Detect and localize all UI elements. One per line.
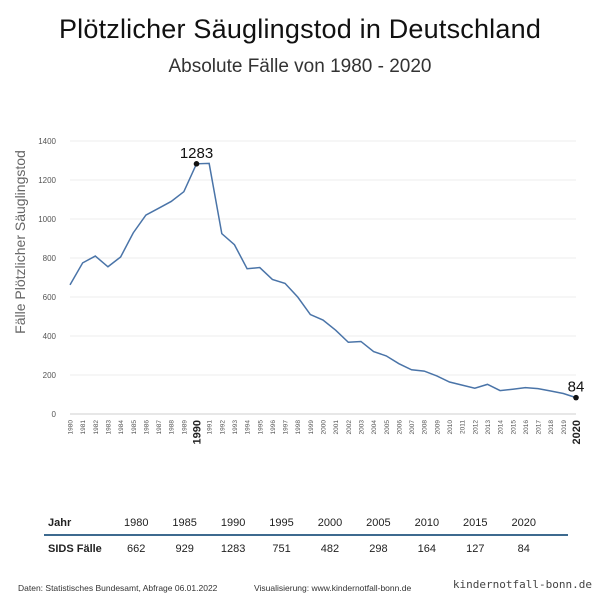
x-tick-label: 1987 bbox=[156, 420, 163, 435]
x-tick-label: 1995 bbox=[257, 420, 264, 435]
summary-table: Jahr 1980 1985 1990 1995 2000 2005 2010 2015 202… bbox=[44, 512, 568, 562]
table-year-cell: 2020 bbox=[499, 512, 548, 536]
table-year-cell: 1990 bbox=[208, 512, 258, 536]
annotation-marker bbox=[573, 394, 579, 401]
table-year-cell: 2010 bbox=[402, 512, 452, 536]
visualization-credit: Visualisierung: www.kindernotfall-bonn.d… bbox=[254, 583, 412, 593]
x-tick-label: 2016 bbox=[523, 420, 530, 435]
table-row-years: Jahr 1980 1985 1990 1995 2000 2005 2010 2015 202… bbox=[44, 512, 568, 536]
x-tick-label: 2019 bbox=[561, 420, 568, 435]
table-cases-cell: 1283 bbox=[220, 543, 246, 555]
table-spacer bbox=[548, 535, 568, 562]
series-line bbox=[69, 162, 577, 399]
x-tick-label: 2001 bbox=[333, 420, 340, 435]
table-year-cell: 2015 bbox=[451, 512, 500, 536]
x-tick-label: 2005 bbox=[384, 420, 391, 435]
x-tick-label: 1996 bbox=[270, 420, 277, 435]
source-note: Daten: Statistisches Bundesamt, Abfrage … bbox=[18, 583, 218, 593]
x-tick-label: 1982 bbox=[93, 420, 100, 435]
x-tick-label: 2010 bbox=[447, 420, 454, 435]
x-tick-label: 2004 bbox=[371, 420, 378, 435]
y-tick-label: 0 bbox=[52, 410, 57, 419]
x-tick-label: 2012 bbox=[472, 420, 479, 435]
x-tick-label: 1990 bbox=[192, 420, 204, 444]
x-tick-label: 1994 bbox=[245, 420, 252, 435]
x-tick-labels: 1980 1981 1982 1983 1984 1985 1986 1987 1988 1989… bbox=[68, 420, 584, 445]
table-spacer bbox=[548, 512, 568, 536]
x-tick-label: 1981 bbox=[80, 420, 87, 435]
table-cases-cell: 164 bbox=[417, 543, 437, 555]
table-year-cell: 2005 bbox=[354, 512, 403, 536]
annotation-marker bbox=[193, 161, 200, 167]
x-tick-label: 2017 bbox=[536, 420, 543, 435]
x-tick-label: 1983 bbox=[105, 420, 112, 435]
table-cases-cell: 298 bbox=[369, 543, 388, 555]
x-tick-label: 1997 bbox=[283, 420, 290, 435]
x-tick-label: 2015 bbox=[510, 420, 517, 435]
x-tick-label: 2002 bbox=[346, 420, 353, 435]
y-tick-label: 800 bbox=[43, 254, 57, 263]
table-cases-cell: 482 bbox=[320, 543, 340, 555]
y-axis-label: Fälle Plötzlicher Säuglingstod bbox=[12, 150, 28, 334]
grid-lines bbox=[70, 140, 576, 415]
watermark: kindernotfall-bonn.de bbox=[452, 578, 592, 591]
annotations: 1283 84 bbox=[180, 145, 585, 401]
x-tick-label: 2000 bbox=[321, 420, 328, 435]
x-tick-label: 1984 bbox=[118, 420, 125, 435]
x-tick-label: 2007 bbox=[409, 420, 416, 435]
y-tick-label: 1200 bbox=[38, 176, 56, 185]
chart-subtitle: Absolute Fälle von 1980 - 2020 bbox=[168, 56, 432, 77]
x-tick-label: 2011 bbox=[460, 420, 467, 434]
x-tick-label: 1986 bbox=[143, 420, 150, 435]
x-tick-label: 1992 bbox=[219, 420, 226, 435]
x-tick-label: 1985 bbox=[131, 420, 138, 435]
x-tick-label: 2003 bbox=[358, 420, 365, 435]
table-cases-cell: 84 bbox=[517, 543, 530, 555]
x-tick-label: 2006 bbox=[396, 420, 403, 435]
table-row-label: SIDS Fälle bbox=[48, 543, 102, 555]
x-tick-label: 1988 bbox=[169, 420, 176, 435]
y-tick-label: 600 bbox=[43, 293, 57, 302]
x-tick-label: 2014 bbox=[498, 420, 505, 435]
x-tick-label: 1999 bbox=[308, 420, 315, 435]
table-cases-cell: 929 bbox=[175, 543, 194, 555]
y-tick-label: 1400 bbox=[38, 137, 56, 146]
x-tick-label: 2008 bbox=[422, 420, 429, 435]
x-tick-label: 1980 bbox=[68, 420, 75, 435]
y-tick-labels: 0 200 400 600 800 1000 1200 1400 bbox=[38, 137, 56, 419]
y-tick-label: 200 bbox=[43, 371, 57, 380]
x-tick-label: 1989 bbox=[181, 420, 188, 435]
x-tick-label: 2013 bbox=[485, 420, 492, 435]
data-points bbox=[69, 162, 577, 399]
y-tick-label: 1000 bbox=[38, 215, 56, 224]
table-cases-cell: 127 bbox=[466, 543, 485, 555]
table-header-label: Jahr bbox=[44, 512, 112, 536]
x-tick-label: 2018 bbox=[548, 420, 555, 435]
table-row-cases: SIDS Fälle 662 929 1283 751 482 298 164 127 84 bbox=[44, 535, 568, 562]
chart-title: Plötzlicher Säuglingstod in Deutschland bbox=[58, 14, 542, 44]
y-tick-label: 400 bbox=[43, 332, 57, 341]
table-year-cell: 1985 bbox=[160, 512, 209, 536]
table-year-cell: 2000 bbox=[305, 512, 355, 536]
annotation-label: 1283 bbox=[180, 145, 213, 162]
table-cases-cell: 751 bbox=[272, 543, 291, 555]
x-tick-label: 2020 bbox=[571, 420, 583, 444]
table-year-cell: 1980 bbox=[112, 512, 161, 536]
annotation-label: 84 bbox=[568, 379, 585, 396]
x-tick-label: 1991 bbox=[207, 420, 214, 435]
table-year-cell: 1995 bbox=[257, 512, 306, 536]
table-cases-cell: 662 bbox=[127, 543, 146, 555]
x-tick-label: 1993 bbox=[232, 420, 239, 435]
x-tick-label: 2009 bbox=[434, 420, 441, 435]
x-tick-label: 1998 bbox=[295, 420, 302, 435]
